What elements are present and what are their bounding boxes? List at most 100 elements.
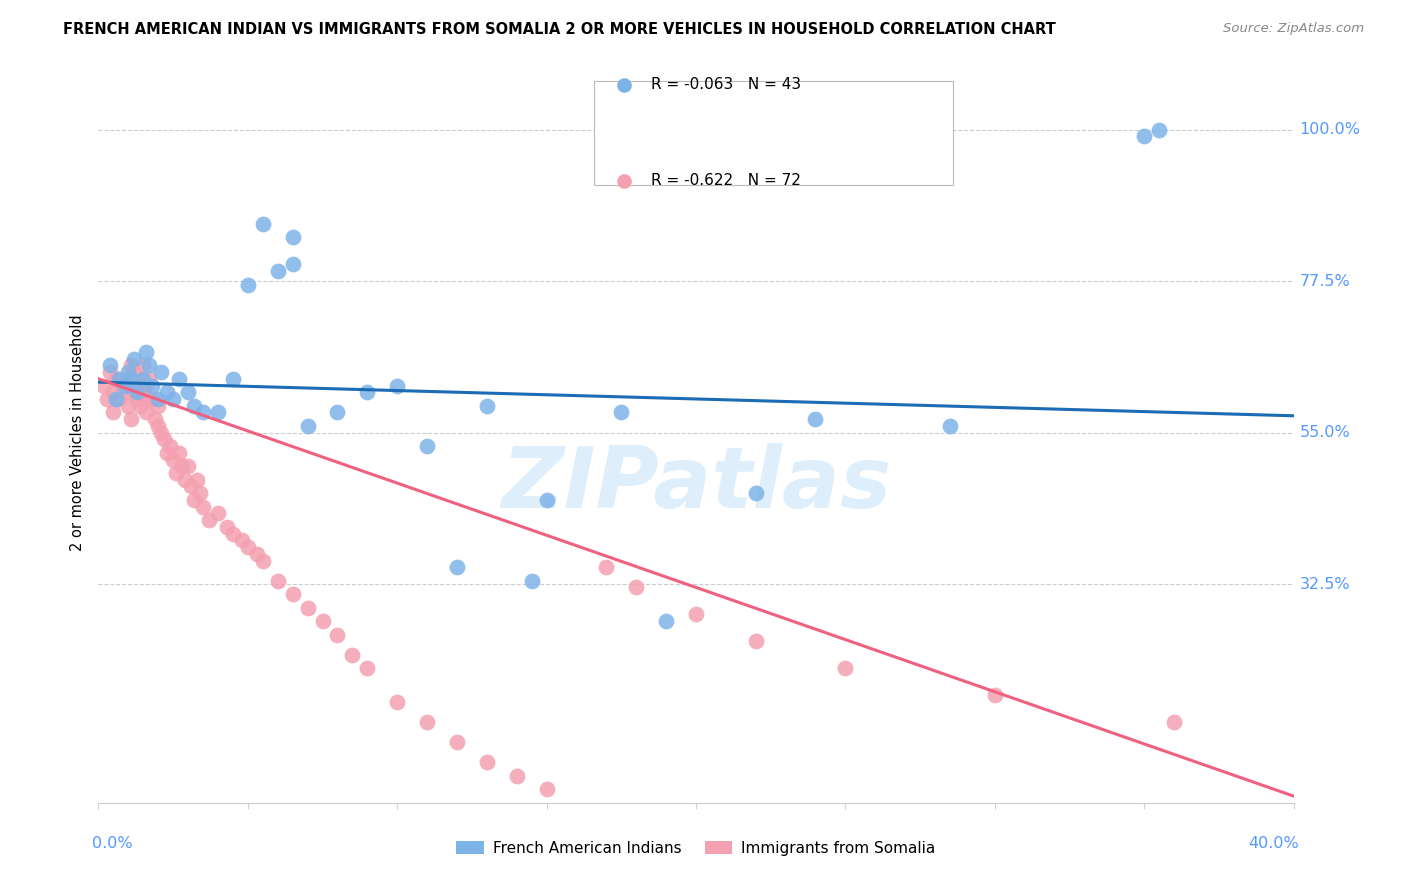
Point (143, 412, 166, 426)
Point (124, 385, 146, 400)
Point (231, 533, 253, 548)
Point (595, 560, 617, 574)
Point (120, 372, 142, 386)
Point (127, 385, 149, 400)
Point (156, 385, 179, 400)
Text: R = -0.622   N = 72: R = -0.622 N = 72 (651, 173, 800, 188)
Point (177, 385, 200, 400)
Point (127, 378, 149, 392)
Point (186, 473, 208, 487)
Point (162, 452, 184, 467)
Point (98, 365, 122, 379)
Point (198, 513, 221, 527)
Point (117, 372, 139, 386)
Point (141, 378, 163, 392)
Point (172, 459, 194, 474)
Text: Source: ZipAtlas.com: Source: ZipAtlas.com (1223, 22, 1364, 36)
Point (267, 264, 290, 278)
Point (138, 392, 160, 406)
Point (416, 714, 439, 729)
Point (183, 399, 205, 413)
Point (311, 614, 333, 628)
Point (124, 365, 146, 379)
Point (610, 405, 633, 419)
Point (150, 365, 173, 379)
Point (180, 479, 202, 493)
Point (1147, 122, 1170, 136)
Point (167, 446, 190, 460)
Point (93, 378, 115, 392)
Point (685, 607, 707, 622)
Point (188, 486, 211, 500)
Point (236, 277, 259, 292)
Point (385, 378, 409, 392)
Point (148, 399, 170, 413)
Point (100, 790, 122, 805)
Point (236, 540, 259, 554)
Y-axis label: 2 or more Vehicles in Household: 2 or more Vehicles in Household (70, 314, 86, 551)
Text: 77.5%: 77.5% (1299, 274, 1350, 289)
Point (135, 344, 157, 359)
Point (385, 695, 409, 709)
Point (207, 507, 229, 521)
Point (1163, 714, 1185, 729)
Point (100, 789, 122, 804)
Point (191, 500, 214, 514)
Point (536, 492, 558, 507)
Point (96, 392, 118, 406)
Point (222, 526, 245, 541)
Point (520, 574, 543, 588)
Point (246, 547, 269, 561)
Text: 55.0%: 55.0% (1299, 425, 1350, 440)
Point (356, 661, 378, 675)
Point (138, 372, 160, 386)
Text: R = -0.063   N = 43: R = -0.063 N = 43 (651, 77, 800, 92)
Point (281, 257, 304, 271)
Point (124, 351, 146, 366)
Point (475, 756, 498, 770)
Point (120, 359, 142, 373)
Point (506, 769, 529, 783)
Point (132, 385, 155, 400)
Point (222, 372, 245, 386)
Point (834, 661, 856, 675)
Point (984, 688, 1007, 702)
Point (446, 735, 468, 749)
Point (416, 439, 439, 453)
Point (167, 372, 190, 386)
Point (103, 385, 125, 400)
Point (207, 405, 229, 419)
Point (108, 392, 131, 406)
Point (129, 372, 152, 386)
Point (655, 614, 678, 628)
Point (281, 230, 304, 244)
Point (150, 425, 173, 440)
FancyBboxPatch shape (595, 81, 953, 185)
Point (117, 365, 139, 379)
Point (108, 372, 131, 386)
Point (138, 359, 160, 373)
Point (626, 581, 648, 595)
Point (745, 634, 768, 648)
Point (127, 392, 149, 406)
Point (114, 385, 136, 400)
Point (105, 372, 128, 386)
Point (114, 378, 136, 392)
Point (141, 392, 163, 406)
Point (745, 486, 768, 500)
Point (129, 399, 152, 413)
Point (156, 446, 179, 460)
Point (536, 782, 558, 797)
Point (267, 574, 290, 588)
Point (120, 412, 142, 426)
Text: ZIPatlas: ZIPatlas (501, 443, 891, 526)
Text: 40.0%: 40.0% (1249, 836, 1299, 851)
Point (356, 385, 378, 400)
Point (804, 412, 827, 426)
Point (159, 439, 181, 453)
Point (183, 492, 205, 507)
Point (98, 359, 122, 373)
Point (297, 600, 319, 615)
Point (215, 520, 238, 534)
Point (252, 217, 274, 231)
